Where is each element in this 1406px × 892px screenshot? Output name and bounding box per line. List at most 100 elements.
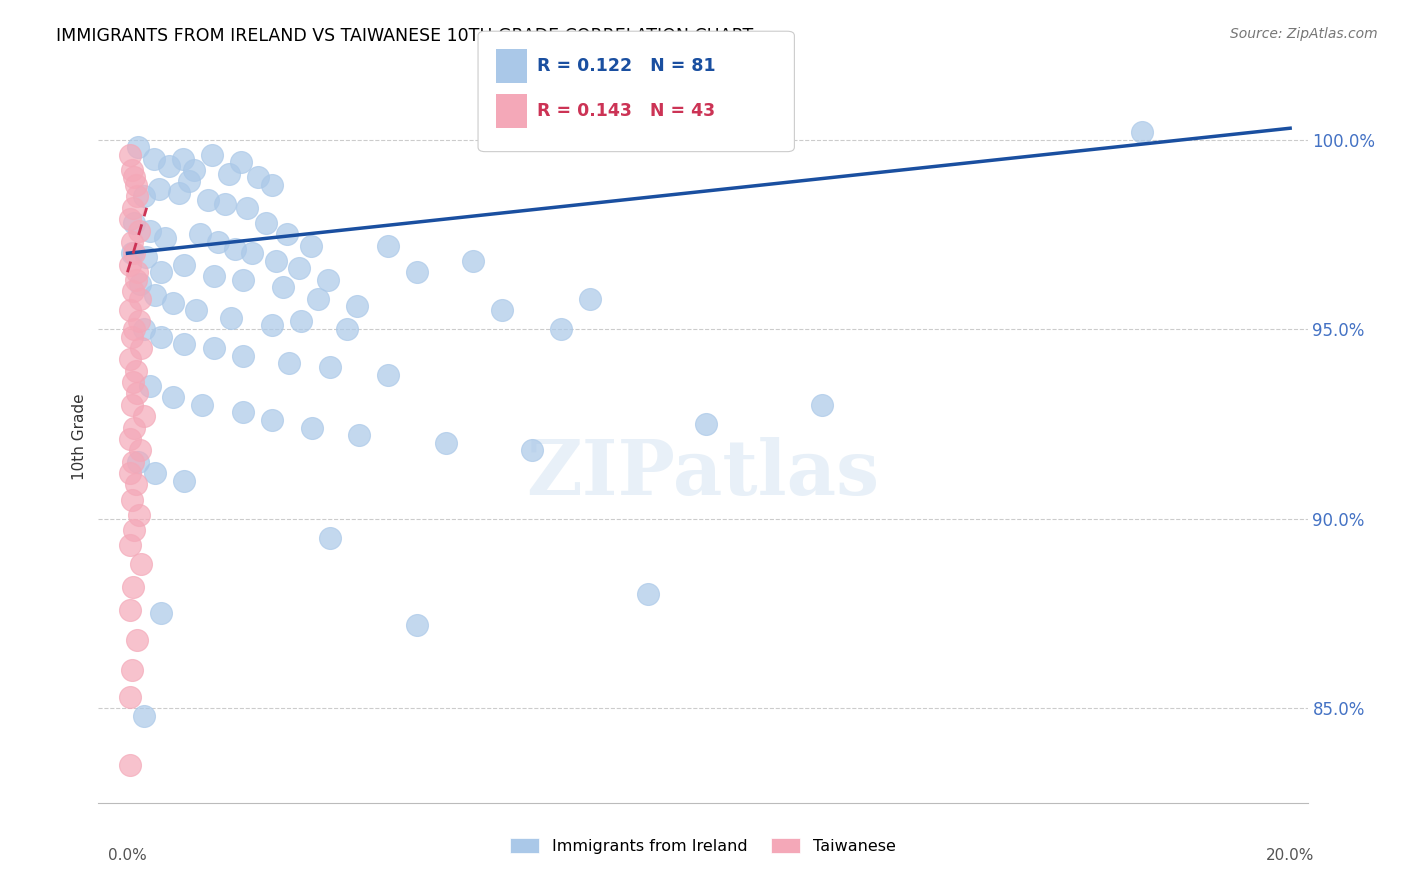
Point: [121, 162, 143, 177]
Point: [229, 155, 252, 169]
Point: [202, 341, 225, 355]
Point: [377, 238, 399, 252]
Point: [131, 557, 153, 571]
Point: [124, 178, 146, 192]
Point: [124, 364, 146, 378]
Point: [155, 231, 177, 245]
Point: [278, 356, 301, 370]
Point: [120, 303, 142, 318]
Point: [127, 632, 149, 647]
Point: [811, 398, 834, 412]
Point: [188, 227, 211, 242]
Point: [183, 162, 205, 177]
Point: [122, 523, 145, 537]
Point: [122, 420, 145, 434]
Point: [121, 375, 143, 389]
Point: [260, 178, 283, 192]
Point: [150, 329, 173, 343]
Point: [520, 443, 543, 458]
Point: [202, 268, 225, 283]
Point: [148, 182, 170, 196]
Point: [232, 273, 254, 287]
Text: IMMIGRANTS FROM IRELAND VS TAIWANESE 10TH GRADE CORRELATION CHART: IMMIGRANTS FROM IRELAND VS TAIWANESE 10T…: [56, 27, 754, 45]
Text: 0.0%: 0.0%: [108, 847, 146, 863]
Point: [299, 238, 322, 252]
Point: [138, 379, 160, 393]
Point: [336, 322, 359, 336]
Point: [121, 663, 143, 677]
Point: [276, 227, 298, 242]
Point: [377, 368, 399, 382]
Point: [120, 690, 142, 704]
Point: [129, 277, 152, 291]
Point: [128, 443, 150, 458]
Point: [173, 337, 195, 351]
Point: [347, 428, 370, 442]
Text: Source: ZipAtlas.com: Source: ZipAtlas.com: [1230, 27, 1378, 41]
Point: [127, 265, 149, 279]
Point: [319, 359, 342, 374]
Point: [242, 246, 264, 260]
Point: [118, 466, 141, 480]
Point: [247, 170, 270, 185]
Point: [121, 284, 143, 298]
Point: [162, 390, 184, 404]
Point: [219, 310, 242, 325]
Point: [191, 398, 214, 412]
Point: [167, 186, 190, 200]
Point: [232, 349, 254, 363]
Point: [157, 159, 180, 173]
Point: [235, 201, 257, 215]
Point: [254, 216, 277, 230]
Point: [184, 303, 207, 318]
Point: [121, 329, 143, 343]
Point: [128, 223, 150, 237]
Point: [121, 455, 143, 469]
Point: [197, 193, 219, 207]
Point: [127, 189, 149, 203]
Point: [132, 322, 155, 336]
Point: [134, 409, 156, 424]
Point: [150, 265, 173, 279]
Point: [578, 292, 600, 306]
Point: [307, 292, 329, 306]
Point: [131, 341, 153, 355]
Point: [177, 174, 200, 188]
Point: [138, 223, 160, 237]
Point: [316, 273, 339, 287]
Point: [121, 246, 143, 260]
Point: [122, 246, 145, 260]
Point: [120, 212, 142, 227]
Point: [406, 265, 429, 279]
Point: [172, 152, 194, 166]
Legend: Immigrants from Ireland, Taiwanese: Immigrants from Ireland, Taiwanese: [503, 831, 903, 861]
Point: [218, 167, 240, 181]
Point: [120, 432, 142, 446]
Point: [121, 580, 143, 594]
Point: [301, 420, 323, 434]
Point: [346, 299, 368, 313]
Point: [132, 708, 155, 723]
Point: [260, 413, 283, 427]
Point: [128, 314, 150, 328]
Point: [128, 292, 150, 306]
Text: ZIPatlas: ZIPatlas: [526, 437, 880, 510]
Point: [127, 455, 149, 469]
Point: [1130, 125, 1153, 139]
Point: [288, 261, 311, 276]
Point: [118, 758, 141, 772]
Point: [121, 492, 143, 507]
Point: [214, 197, 236, 211]
Text: R = 0.143   N = 43: R = 0.143 N = 43: [537, 102, 716, 120]
Point: [118, 352, 141, 367]
Point: [406, 617, 429, 632]
Point: [122, 322, 145, 336]
Point: [290, 314, 312, 328]
Point: [132, 189, 155, 203]
Point: [118, 258, 141, 272]
Point: [120, 538, 142, 552]
Text: 20.0%: 20.0%: [1265, 847, 1315, 863]
Point: [124, 216, 146, 230]
Point: [118, 147, 141, 161]
Point: [145, 288, 167, 302]
